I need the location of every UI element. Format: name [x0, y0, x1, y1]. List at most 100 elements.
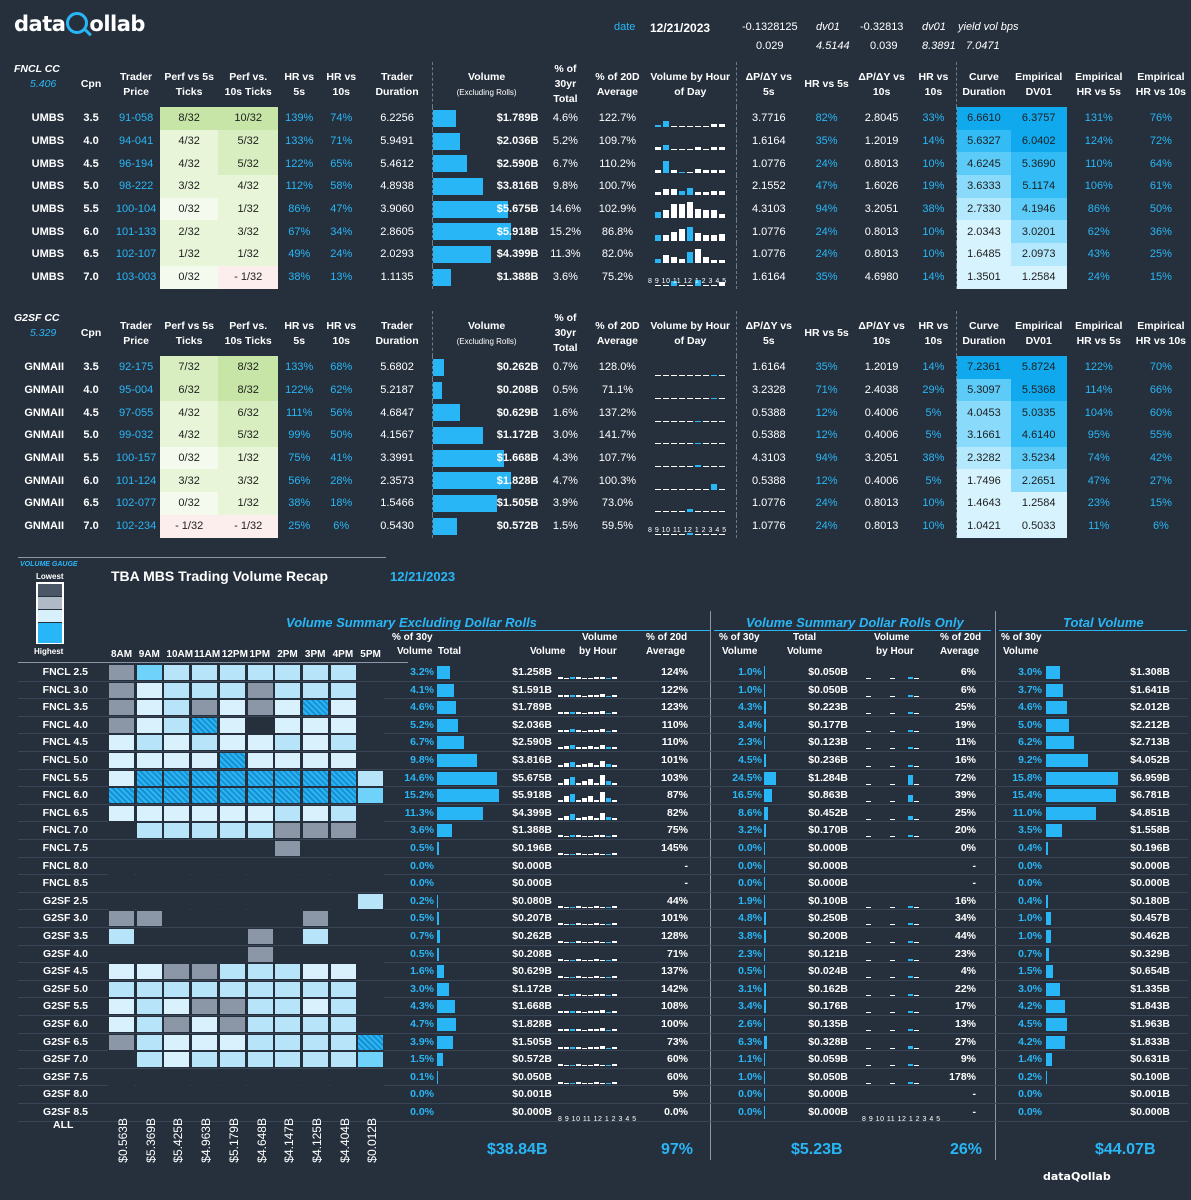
heat-cell [108, 822, 135, 840]
table-row[interactable]: UMBS 4.0 94-041 4/32 5/32 133% 71% 5.9491 $2.036… [0, 129, 1191, 153]
pct-20d-rolls: 4% [960, 965, 976, 978]
table-row[interactable]: GNMAII 3.5 92-175 7/32 8/32 133% 68% 5.6802 $0.2… [0, 356, 1191, 379]
pct-30y-excl: 4.3% [410, 1000, 434, 1013]
table-row[interactable]: GNMAII 6.5 102-077 0/32 1/32 38% 18% 1.5466 $1.5… [0, 492, 1191, 515]
volume-excl: $1.258B [512, 666, 552, 678]
table-row[interactable]: G2SF 3.0 0.5% $0.207B 101% 4.8% $0.250B 34% 1.0… [18, 910, 1188, 928]
table-row[interactable]: FNCL 8.5 0.0% $0.000B - 0.0% $0.000B - 0.0% $0.0… [18, 875, 1188, 893]
dpdy-10s: 1.2019 [864, 135, 899, 148]
pct-20d: 82.0% [601, 248, 634, 261]
heat-cell [191, 1051, 219, 1069]
table-row[interactable]: G2SF 8.0 0.0% $0.001B 5% 0.0% $0.000B - 0.0% $0.… [18, 1086, 1188, 1104]
table-row[interactable]: GNMAII 5.5 100-157 0/32 1/32 75% 41% 3.3991 $1.6… [0, 446, 1191, 470]
product-name: UMBS [31, 203, 65, 216]
table-row[interactable]: G2SF 5.0 3.0% $1.172B 142% 3.1% $0.162B 22% 3.0… [18, 980, 1188, 999]
table-row[interactable]: FNCL 3.5 4.6% $1.789B 123% 4.3% $0.223B 25% 4.6… [18, 699, 1188, 717]
heat-cell [301, 822, 329, 840]
hr-5s: 35% [815, 271, 838, 284]
table-row[interactable]: G2SF 6.5 3.9% $1.505B 73% 6.3% $0.328B 27% 4.2%… [18, 1033, 1188, 1052]
table-row[interactable]: FNCL 6.5 11.3% $4.399B 82% 8.6% $0.452B 25% 11.… [18, 804, 1188, 823]
pct-bar-total [1046, 806, 1097, 820]
product-name: FNCL 7.5 [42, 842, 88, 854]
heat-cell [135, 822, 163, 840]
dpdy-5s: 1.0776 [736, 514, 801, 538]
table-row[interactable]: G2SF 2.5 0.2% $0.080B 44% 1.9% $0.100B 16% 0.4%… [18, 892, 1188, 911]
column-header: Volume [874, 632, 910, 643]
table-row[interactable]: G2SF 3.5 0.7% $0.262B 128% 3.8% $0.200B 44% 1.0… [18, 928, 1188, 946]
pct-30y-rolls: 8.6% [738, 806, 762, 819]
pct-bar-excl [437, 1000, 455, 1014]
table-row[interactable]: GNMAII 4.5 97-055 4/32 6/32 111% 56% 4.6847 $0.6… [0, 401, 1191, 425]
volume-rolls: $0.059B [808, 1053, 848, 1066]
volume: $1.505B [431, 492, 541, 515]
table-row[interactable]: GNMAII 4.0 95-004 6/32 8/32 122% 62% 5.2187 $0.2… [0, 378, 1191, 402]
table-row[interactable]: G2SF 5.5 4.3% $1.668B 108% 3.4% $0.176B 17% 4.2… [18, 998, 1188, 1016]
volume-bar [433, 110, 457, 127]
pct-30y-rolls: 1.0% [738, 683, 762, 696]
heat-cell [301, 1033, 329, 1051]
table-row[interactable]: FNCL 7.5 0.5% $0.196B 145% 0.0% $0.000B 0% 0.4%… [18, 840, 1188, 858]
pct-bar-total [1046, 754, 1088, 767]
pct-bar-excl [437, 894, 438, 908]
heat-cell [163, 980, 191, 998]
empirical-dv01: 3.0201 [1010, 220, 1067, 244]
table-row[interactable]: G2SF 4.5 1.6% $0.629B 137% 0.5% $0.024B 4% 1.5%… [18, 963, 1188, 981]
table-row[interactable]: UMBS 5.0 98-222 3/32 4/32 112% 58% 4.8938 $3.816… [0, 175, 1191, 198]
heat-cell [329, 1104, 357, 1121]
pct-30yr: 4.3% [552, 452, 578, 465]
hour-spark-excl [558, 931, 617, 943]
dpdy-5s: 3.7716 [736, 107, 801, 130]
pct-30yr: 0.5% [552, 384, 578, 397]
heat-cell [108, 945, 135, 963]
heat-cell [329, 1016, 357, 1033]
table-row[interactable]: FNCL 3.0 4.1% $1.591B 122% 1.0% $0.050B 6% 3.7%… [18, 681, 1188, 700]
volume-excl: $1.388B [512, 824, 552, 837]
empirical-dv01: 3.5234 [1010, 446, 1067, 470]
volume: $1.828B [431, 469, 541, 493]
table-row[interactable]: G2SF 6.0 4.7% $1.828B 100% 2.6% $0.135B 13% 4.5… [18, 1016, 1188, 1034]
hour-total: $4.125B [309, 1118, 324, 1163]
table-row[interactable]: FNCL 2.5 3.2% $1.258B 124% 1.0% $0.050B 6% 3.0%… [18, 664, 1188, 682]
table-row[interactable]: UMBS 3.5 91-058 8/32 10/32 139% 74% 6.2256 $1.78… [0, 107, 1191, 130]
hr-vs-10s: 58% [330, 180, 353, 193]
pct-20d: 128.0% [598, 361, 637, 374]
volume-rolls: $0.000B [808, 1106, 848, 1118]
heat-cell [191, 769, 219, 787]
table-row[interactable]: UMBS 6.5 102-107 1/32 1/32 49% 24% 2.0293 $4.399… [0, 243, 1191, 266]
table-row[interactable]: FNCL 4.0 5.2% $2.036B 110% 3.4% $0.177B 19% 5.0… [18, 716, 1188, 735]
table-row[interactable]: GNMAII 5.0 99-032 4/32 5/32 99% 50% 4.1567 $1.17… [0, 424, 1191, 447]
table-row[interactable]: FNCL 7.0 3.6% $1.388B 75% 3.2% $0.170B 20% 3.5%… [18, 822, 1188, 840]
volume-total: $0.631B [1130, 1053, 1170, 1066]
table-row[interactable]: G2SF 8.5 0.0% $0.000B 0.0% 0.0% $0.000B - 0.0% $… [18, 1104, 1188, 1122]
heat-cell [108, 1086, 135, 1104]
table-row[interactable]: G2SF 7.0 1.5% $0.572B 60% 1.1% $0.059B 9% 1.4% $… [18, 1051, 1188, 1069]
pct-20d-rolls: 13% [954, 1018, 976, 1030]
table-row[interactable]: UMBS 4.5 96-194 4/32 5/32 122% 65% 5.4612 $2.590… [0, 152, 1191, 176]
table-row[interactable]: GNMAII 6.0 101-124 3/32 3/32 56% 28% 2.3573 $1.8… [0, 469, 1191, 493]
pct-30y-total: 1.5% [1018, 965, 1042, 978]
table-row[interactable]: FNCL 5.5 14.6% $5.675B 103% 24.5% $1.284B 72% 1… [18, 769, 1188, 788]
table-row[interactable]: FNCL 8.0 0.0% $0.000B - 0.0% $0.000B - 0.0% $0.0… [18, 857, 1188, 876]
hour-spark [644, 401, 736, 424]
perf-vs-5s: 0/32 [160, 492, 219, 515]
volume-bar [433, 427, 483, 445]
table-row[interactable]: FNCL 6.0 15.2% $5.918B 87% 16.5% $0.863B 39% 15… [18, 787, 1188, 805]
table-row[interactable]: UMBS 7.0 103-003 0/32- 1/32 38% 13% 1.1135 $1.3… [0, 265, 1191, 289]
table-row[interactable]: FNCL 5.0 9.8% $3.816B 101% 4.5% $0.236B 16% 9.2… [18, 752, 1188, 770]
empirical-hr-5s: 110% [1085, 157, 1113, 170]
table-row[interactable]: FNCL 4.5 6.7% $2.590B 110% 2.3% $0.123B 11% 6.2… [18, 734, 1188, 752]
heat-cell [329, 875, 357, 893]
heat-cell [329, 857, 357, 875]
table-row[interactable]: UMBS 6.0 101-133 2/32 3/32 67% 34% 2.8605 $5.918… [0, 220, 1191, 244]
table-row[interactable]: UMBS 5.5 100-104 0/32 1/32 86% 47% 3.9060 $5.675… [0, 197, 1191, 221]
pct-20d-excl: 145% [661, 842, 688, 854]
hour-spark-excl [558, 720, 617, 732]
volume-total: $2.012B [1130, 701, 1170, 714]
heat-cell [218, 681, 246, 699]
table-row[interactable]: GNMAII 7.0 102-234- 1/32- 1/32 25% 6% 0.5430 $… [0, 514, 1191, 538]
hour-spark [644, 447, 736, 470]
table-row[interactable]: G2SF 7.5 0.1% $0.050B 60% 1.0% $0.050B 178% 0.2… [18, 1068, 1188, 1087]
heat-cell [108, 857, 135, 875]
table-row[interactable]: G2SF 4.0 0.5% $0.208B 71% 2.3% $0.121B 23% 0.7%… [18, 945, 1188, 964]
volume-excl: $0.262B [512, 930, 552, 942]
